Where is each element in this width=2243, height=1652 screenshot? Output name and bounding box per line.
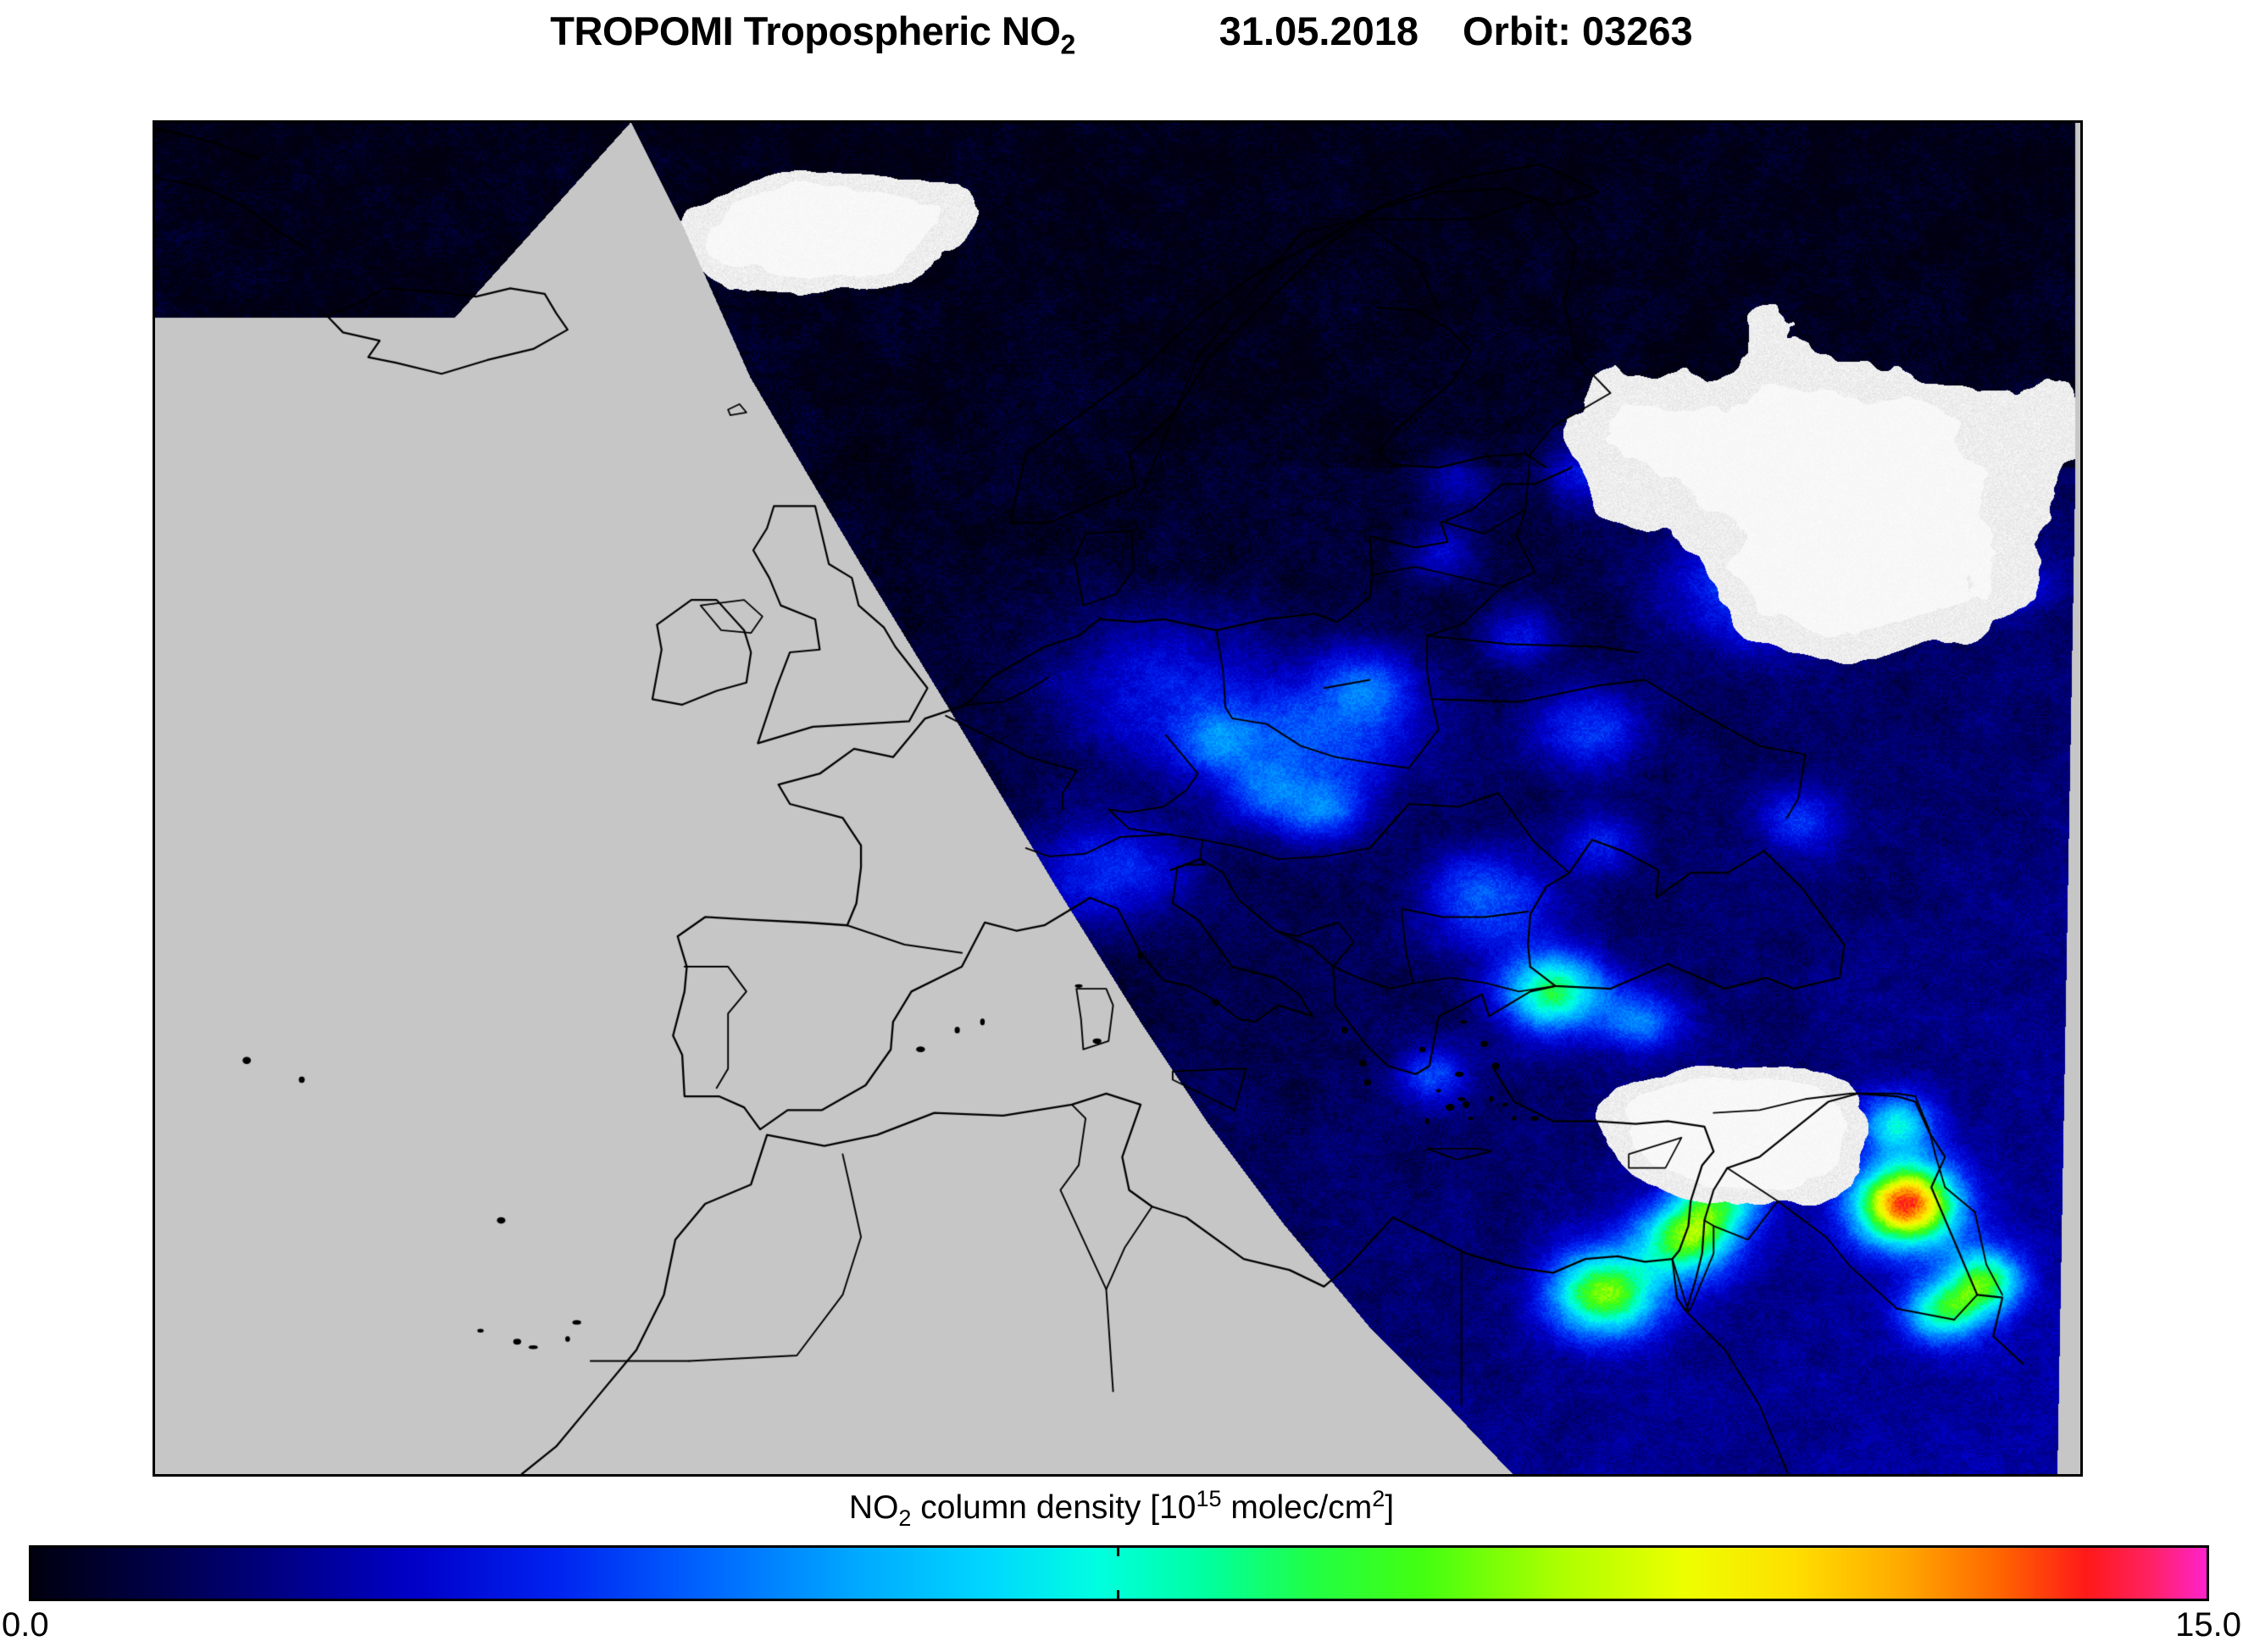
no2-subscript: 2 bbox=[1060, 28, 1075, 59]
colorbar-gradient bbox=[31, 1548, 2207, 1599]
acquisition-date: 31.05.2018 bbox=[1219, 8, 1419, 53]
product-name: TROPOMI Tropospheric NO bbox=[550, 8, 1061, 53]
no2-satellite-raster bbox=[155, 123, 2080, 1474]
cb-label-sub2: 2 bbox=[898, 1505, 912, 1531]
colorbar-tick-min: 0.0 bbox=[2, 1606, 49, 1644]
orbit-number: Orbit: 03263 bbox=[1463, 8, 1693, 53]
no2-map-panel bbox=[153, 120, 2083, 1477]
cb-label-unit-exp: 2 bbox=[1372, 1486, 1385, 1511]
colorbar-tick-max: 15.0 bbox=[2175, 1606, 2241, 1644]
cb-label-close: ] bbox=[1385, 1489, 1395, 1526]
figure-title-row: TROPOMI Tropospheric NO2 31.05.2018 Orbi… bbox=[0, 0, 2243, 61]
colorbar-axis-label: NO2 column density [1015 molec/cm2] bbox=[0, 1486, 2243, 1530]
page-title: TROPOMI Tropospheric NO2 bbox=[550, 8, 1075, 58]
cb-label-no: NO bbox=[848, 1489, 899, 1526]
colorbar bbox=[29, 1545, 2209, 1601]
cb-label-exp15: 15 bbox=[1196, 1486, 1222, 1511]
cb-label-mid: column density [10 bbox=[911, 1489, 1196, 1526]
cb-label-unit: molec/cm bbox=[1221, 1489, 1373, 1526]
